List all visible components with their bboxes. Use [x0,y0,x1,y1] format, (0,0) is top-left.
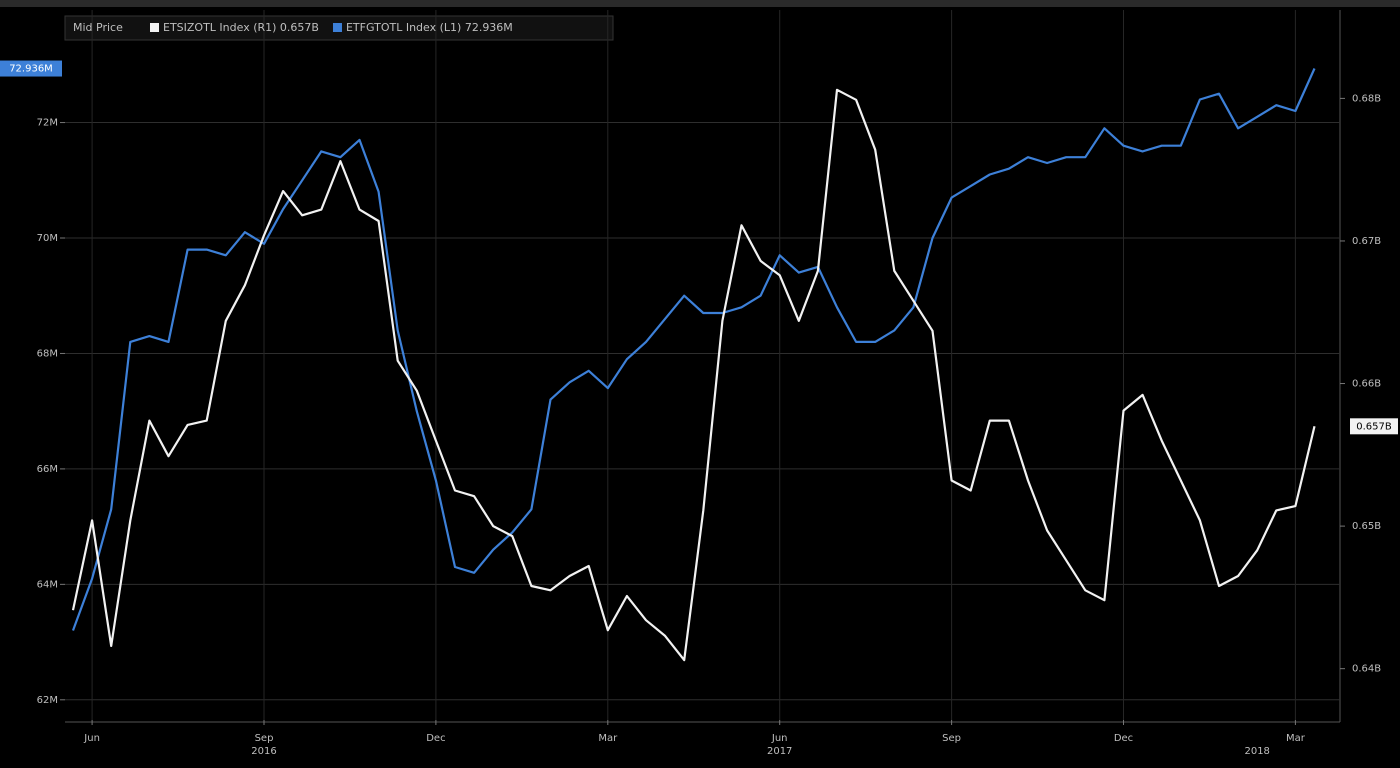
series-line [71,88,1316,662]
y-tick-label: 72M [37,118,58,129]
y2-tick-label: 0.65B [1352,521,1381,532]
legend-label: ETSIZOTL Index (R1) 0.657B [163,21,319,34]
last-value-label: 72.936M [9,64,53,75]
x-tick-label: Dec [1114,733,1133,744]
series-line [71,68,1316,631]
y-tick-label: 66M [37,464,58,475]
x-tick-label: Jun [771,733,788,744]
x-tick-label: Sep [942,733,961,744]
y-tick-label: 64M [37,579,58,590]
y-tick-label: 62M [37,695,58,706]
last-value-label: 0.657B [1356,421,1392,432]
y2-tick-label: 0.66B [1352,379,1381,390]
x-year-label: 2018 [1244,746,1269,757]
toolbar-strip [0,0,1400,7]
x-year-label: 2016 [251,746,276,757]
x-tick-label: Sep [255,733,274,744]
x-year-label: 2017 [767,746,792,757]
legend-title: Mid Price [73,21,123,34]
x-tick-label: Dec [426,733,445,744]
y-tick-label: 68M [37,348,58,359]
y2-tick-label: 0.64B [1352,664,1381,675]
y-tick-label: 70M [37,233,58,244]
y2-tick-label: 0.68B [1352,93,1381,104]
x-tick-label: Mar [598,733,618,744]
y2-tick-label: 0.67B [1352,236,1381,247]
last-value-flag [0,60,62,77]
x-tick-label: Jun [83,733,100,744]
legend-label: ETFGTOTL Index (L1) 72.936M [346,21,513,34]
legend-swatch [332,23,342,32]
last-value-flag [1350,418,1398,435]
legend-swatch [150,23,159,32]
x-tick-label: Mar [1286,733,1306,744]
